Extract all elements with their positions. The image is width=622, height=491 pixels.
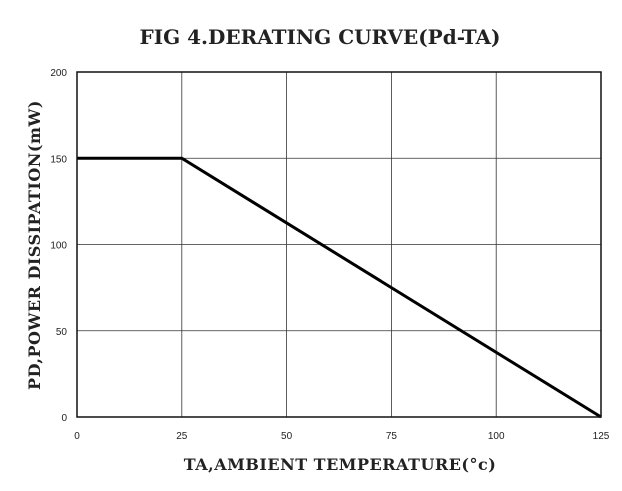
plot-frame <box>76 71 602 418</box>
y-tick-label: 200 <box>50 68 67 79</box>
y-tick-label: 50 <box>56 327 68 338</box>
chart-title: FIG 4.DERATING CURVE(Pd-TA) <box>140 25 501 49</box>
y-tick-label: 0 <box>61 413 67 424</box>
x-tick-label: 50 <box>281 431 293 442</box>
grid <box>76 71 602 418</box>
x-tick-label: 125 <box>593 431 610 442</box>
y-tick-labels: 0 50 100 150 200 <box>50 68 67 424</box>
series-layer <box>77 156 602 419</box>
x-tick-label: 100 <box>488 431 505 442</box>
x-axis-title: TA,AMBIENT TEMPERATURE(°c) <box>184 455 497 474</box>
y-axis-title: PD,POWER DISSIPATION(mW) <box>25 100 44 390</box>
x-tick-labels: 0 25 50 75 100 125 <box>74 431 610 442</box>
x-tick-label: 75 <box>386 431 398 442</box>
y-tick-label: 150 <box>50 154 67 165</box>
y-tick-label: 100 <box>50 241 67 252</box>
derating-curve-line <box>77 156 602 419</box>
x-tick-label: 25 <box>176 431 188 442</box>
x-tick-label: 0 <box>74 431 80 442</box>
